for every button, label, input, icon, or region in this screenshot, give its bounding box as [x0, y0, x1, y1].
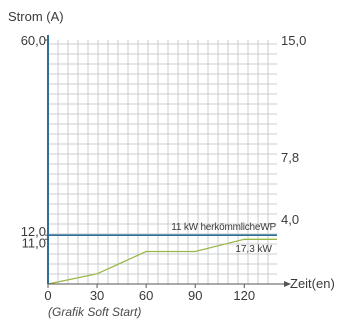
- chart-grid: [47, 40, 277, 285]
- y2-tick-label: 7,8: [281, 150, 299, 165]
- x-tick-label: 60: [139, 288, 153, 303]
- x-tick-label: 90: [188, 288, 202, 303]
- x-tick-label: 0: [44, 288, 51, 303]
- series-label-17-3-kw: 17,3 kW: [235, 244, 272, 255]
- y-tick-label: 60,0: [21, 33, 46, 48]
- x-tick-label: 120: [233, 288, 255, 303]
- y-axis-title: Strom (A): [8, 9, 64, 24]
- series-layer: [47, 234, 277, 285]
- chart-caption: (Grafik Soft Start): [48, 305, 142, 319]
- x-axis-arrow: [284, 281, 291, 287]
- y2-tick-label: 15,0: [281, 33, 306, 48]
- y-tick-label: 11,0: [22, 235, 46, 250]
- series-label-herkoemmliche-wp: 11 kW herkömmlicheWP: [171, 222, 276, 233]
- axes: [47, 35, 291, 287]
- tick-labels: 0 30 60 90 120 60,0 12,011,0 15,0 7,8 4,0: [21, 33, 307, 303]
- y2-tick-label: 4,0: [281, 212, 299, 227]
- y-tick-label: 12,0: [21, 224, 46, 239]
- series-line-1: [47, 238, 277, 285]
- x-axis-title: Zeit(en): [290, 276, 335, 291]
- x-tick-label: 30: [90, 288, 104, 303]
